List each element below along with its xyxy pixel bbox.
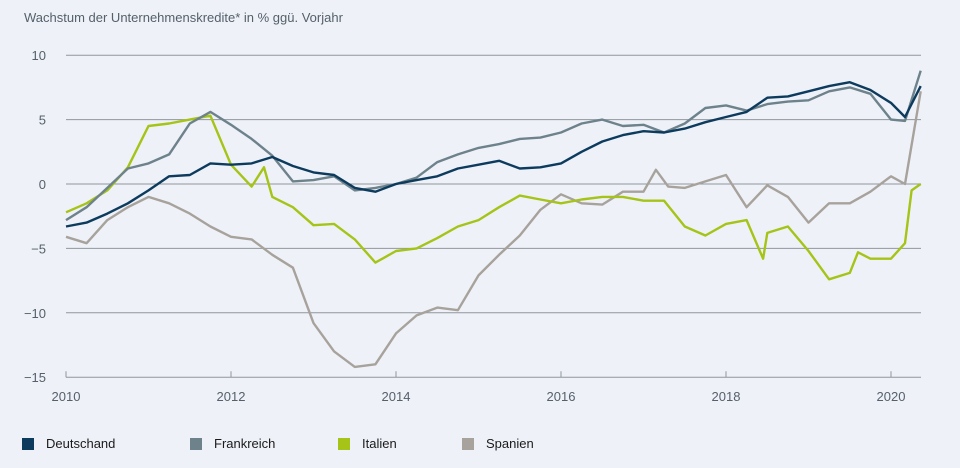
series-line-deutschand <box>65 80 922 228</box>
series-line-italien <box>65 114 922 281</box>
legend: Deutschand Frankreich Italien Spanien <box>22 436 582 451</box>
legend-label: Deutschand <box>46 436 116 451</box>
y-tick-label: 0 <box>39 177 46 192</box>
legend-swatch <box>22 437 34 450</box>
series-line-frankreich <box>65 70 922 222</box>
legend-item: Frankreich <box>190 436 338 451</box>
x-tick-label: 2012 <box>217 389 246 404</box>
y-tick-label: −5 <box>31 241 46 256</box>
x-tick-label: 2018 <box>712 389 741 404</box>
legend-item: Deutschand <box>22 436 190 451</box>
legend-swatch <box>190 437 202 450</box>
legend-item: Spanien <box>462 436 582 451</box>
legend-swatch <box>462 437 474 450</box>
legend-label: Frankreich <box>214 436 276 451</box>
legend-label: Spanien <box>486 436 534 451</box>
legend-label: Italien <box>362 436 397 451</box>
y-tick-label: 5 <box>39 113 46 128</box>
x-tick-label: 2014 <box>382 389 411 404</box>
x-tick-label: 2010 <box>52 389 81 404</box>
chart-title: Wachstum der Unternehmenskredite* in % g… <box>24 10 343 25</box>
y-tick-label: −15 <box>24 370 46 385</box>
y-tick-label: −10 <box>24 306 46 321</box>
series-line-spanien <box>65 91 922 369</box>
x-tick-label: 2016 <box>547 389 576 404</box>
legend-swatch <box>338 437 350 450</box>
y-tick-label: 10 <box>32 48 46 63</box>
x-tick-label: 2020 <box>877 389 906 404</box>
legend-item: Italien <box>338 436 462 451</box>
